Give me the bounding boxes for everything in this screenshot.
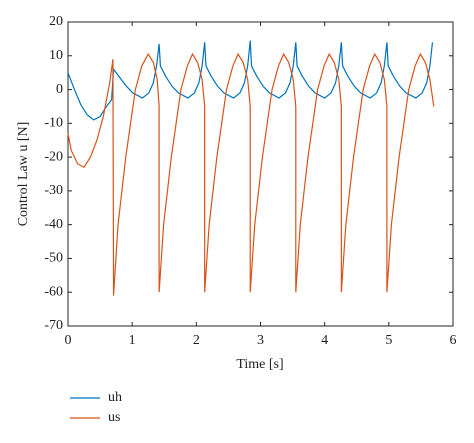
y-tick-label: -20	[44, 149, 63, 164]
x-tick-label: 5	[385, 333, 392, 348]
y-tick-label: 10	[49, 48, 63, 63]
x-tick-label: 1	[129, 333, 136, 348]
y-tick-label: 20	[49, 14, 63, 29]
y-tick-label: -60	[44, 284, 63, 299]
y-tick-label: -50	[44, 251, 63, 266]
x-tick-label: 2	[193, 333, 200, 348]
legend-label: uh	[108, 390, 122, 405]
y-tick-label: -10	[44, 116, 63, 131]
y-tick-label: 0	[56, 82, 63, 97]
x-tick-label: 3	[257, 333, 264, 348]
x-tick-label: 0	[65, 333, 72, 348]
x-axis-label: Time [s]	[236, 357, 283, 372]
line-series	[67, 52, 435, 296]
line-series	[67, 40, 434, 121]
y-tick-label: -30	[44, 183, 63, 198]
legend-label: us	[108, 410, 120, 425]
y-tick-label: -70	[44, 318, 63, 333]
x-tick-label: 6	[450, 333, 457, 348]
y-axis-label: Control Law u [N]	[16, 122, 31, 227]
x-tick-label: 4	[321, 333, 328, 348]
y-tick-label: -40	[44, 217, 63, 232]
